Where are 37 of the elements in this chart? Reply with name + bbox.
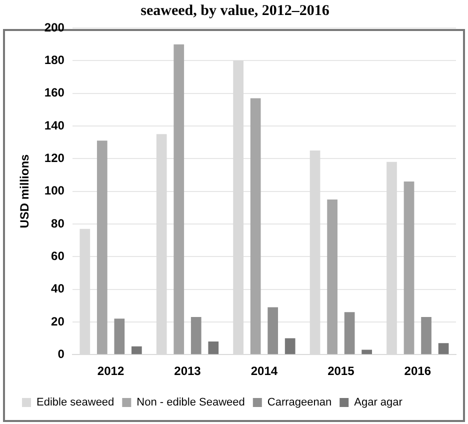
bar — [131, 346, 142, 354]
x-tick-label: 2012 — [97, 364, 124, 378]
chart-title: seaweed, by value, 2012–2016 — [140, 2, 330, 19]
bar — [284, 338, 296, 354]
y-tick-label: 40 — [51, 282, 65, 296]
bar — [250, 98, 261, 354]
bar — [404, 182, 414, 354]
bar — [344, 312, 355, 354]
legend-label: Carrageenan — [267, 396, 332, 409]
bar — [190, 317, 202, 354]
y-tick-label: 20 — [51, 314, 65, 328]
legend-label: Non - edible Seaweed — [136, 396, 245, 409]
x-tick-label: 2016 — [404, 364, 432, 378]
y-tick-label: 160 — [44, 86, 65, 100]
bar — [96, 140, 108, 354]
bar — [268, 307, 278, 354]
x-tick-label: 2015 — [328, 364, 355, 378]
y-tick-label: 0 — [58, 346, 65, 361]
y-tick-label: 80 — [51, 216, 65, 230]
y-tick-label: 140 — [44, 118, 65, 132]
legend-label: Edible seaweed — [36, 396, 114, 409]
bar — [421, 317, 432, 354]
bar — [174, 44, 184, 354]
x-tick-label: 2014 — [250, 364, 278, 378]
y-axis-title: USD millions — [18, 154, 32, 228]
bar — [362, 350, 372, 354]
y-tick-label: 180 — [44, 52, 65, 67]
bar — [114, 318, 125, 354]
bar — [208, 342, 219, 354]
bar — [327, 199, 338, 354]
y-tick-label: 100 — [44, 184, 65, 198]
y-tick-label: 60 — [51, 248, 65, 263]
legend-label: Agar agar — [354, 396, 403, 409]
y-tick-label: 200 — [44, 20, 65, 34]
bar — [438, 343, 449, 354]
y-tick-label: 120 — [44, 150, 65, 165]
x-tick-label: 2013 — [174, 364, 202, 378]
